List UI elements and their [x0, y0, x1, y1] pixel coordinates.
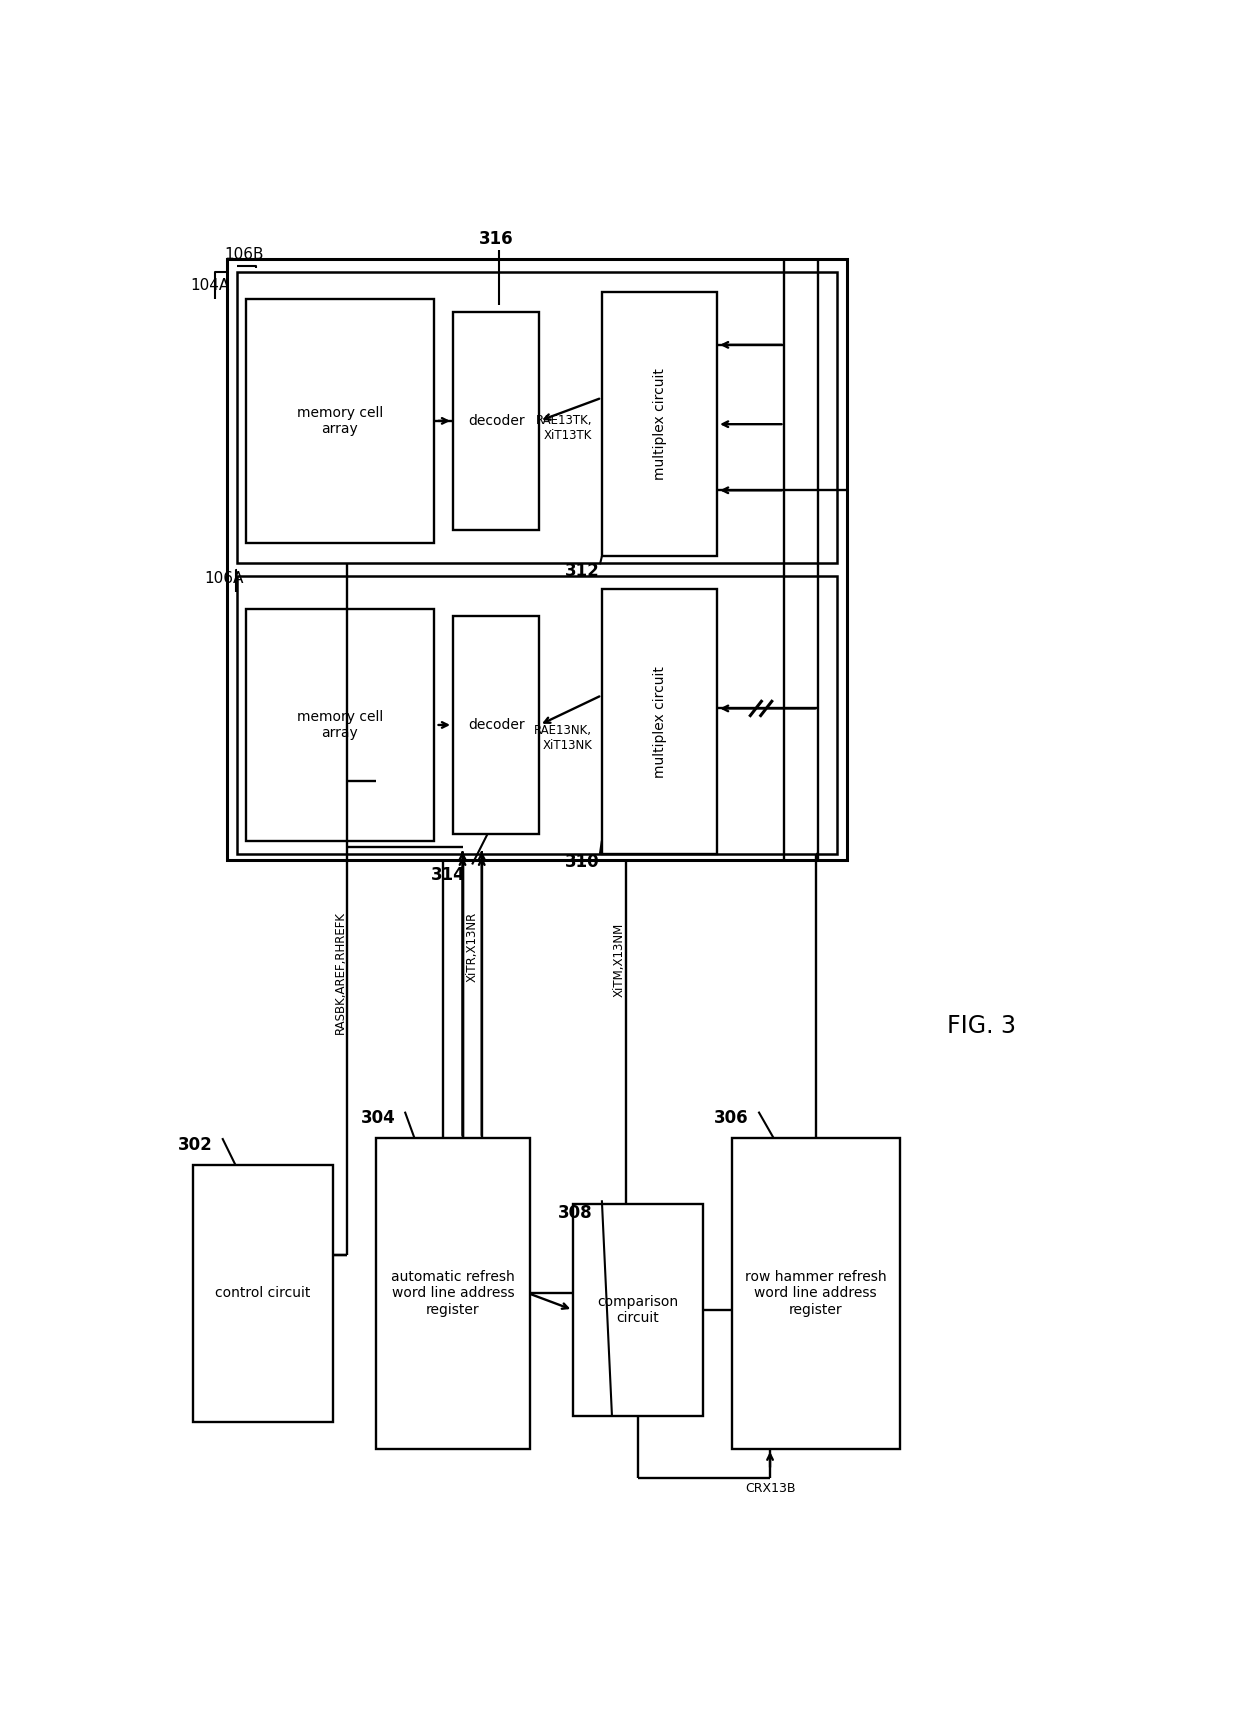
Text: control circuit: control circuit [216, 1286, 311, 1300]
Text: XiTR,X13NR: XiTR,X13NR [466, 912, 479, 982]
Text: RASBK,AREF,RHREFK: RASBK,AREF,RHREFK [334, 912, 347, 1034]
Text: 104A: 104A [190, 278, 229, 294]
Text: RAE13TK,
XiT13TK: RAE13TK, XiT13TK [536, 414, 593, 443]
Text: 308: 308 [558, 1204, 593, 1223]
Text: RAE13NK,
XiT13NK: RAE13NK, XiT13NK [534, 723, 593, 752]
Bar [601, 292, 717, 556]
Text: 312: 312 [565, 561, 600, 580]
Bar [453, 616, 539, 834]
Text: 314: 314 [430, 865, 465, 884]
Text: XiTM,X13NM: XiTM,X13NM [613, 922, 626, 998]
Text: memory cell
array: memory cell array [296, 709, 383, 740]
Text: multiplex circuit: multiplex circuit [652, 666, 667, 778]
Bar [193, 1164, 332, 1422]
Text: CRX13B: CRX13B [745, 1482, 795, 1496]
Text: decoder: decoder [467, 414, 525, 428]
Bar [601, 589, 717, 853]
Text: automatic refresh
word line address
register: automatic refresh word line address regi… [391, 1271, 515, 1317]
Bar [453, 312, 539, 531]
Text: FIG. 3: FIG. 3 [947, 1013, 1016, 1037]
Text: comparison
circuit: comparison circuit [598, 1295, 678, 1326]
Text: 302: 302 [179, 1135, 213, 1154]
Text: decoder: decoder [467, 718, 525, 731]
Text: 306: 306 [714, 1109, 749, 1128]
Bar [237, 273, 837, 563]
Text: 316: 316 [479, 230, 513, 247]
Text: 106B: 106B [224, 247, 264, 263]
Bar [237, 577, 837, 853]
Bar [573, 1204, 703, 1417]
Bar [227, 259, 847, 860]
Text: memory cell
array: memory cell array [296, 405, 383, 436]
Text: multiplex circuit: multiplex circuit [652, 367, 667, 481]
Text: 106A: 106A [205, 572, 244, 587]
Bar [247, 299, 434, 543]
Text: 310: 310 [565, 853, 600, 871]
Bar [732, 1138, 900, 1449]
Bar [247, 610, 434, 841]
Text: 304: 304 [361, 1109, 396, 1128]
Text: row hammer refresh
word line address
register: row hammer refresh word line address reg… [745, 1271, 887, 1317]
Bar [376, 1138, 529, 1449]
